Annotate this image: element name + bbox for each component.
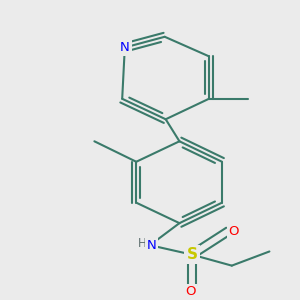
Text: O: O (229, 224, 239, 238)
Text: N: N (120, 41, 130, 54)
Text: O: O (185, 285, 196, 298)
Text: H: H (137, 237, 146, 250)
Text: S: S (186, 247, 197, 262)
Text: N: N (147, 239, 156, 252)
